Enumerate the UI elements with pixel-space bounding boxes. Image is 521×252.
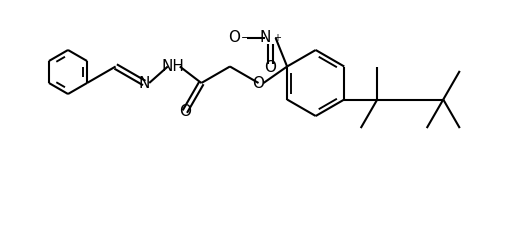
Text: O: O xyxy=(253,76,265,90)
Text: O: O xyxy=(229,30,241,45)
Text: O: O xyxy=(265,60,277,75)
Text: +: + xyxy=(272,33,281,43)
Text: N: N xyxy=(259,30,270,45)
Text: NH: NH xyxy=(162,59,184,74)
Text: O: O xyxy=(179,104,191,119)
Text: N: N xyxy=(139,76,150,90)
Text: −: − xyxy=(241,33,250,43)
